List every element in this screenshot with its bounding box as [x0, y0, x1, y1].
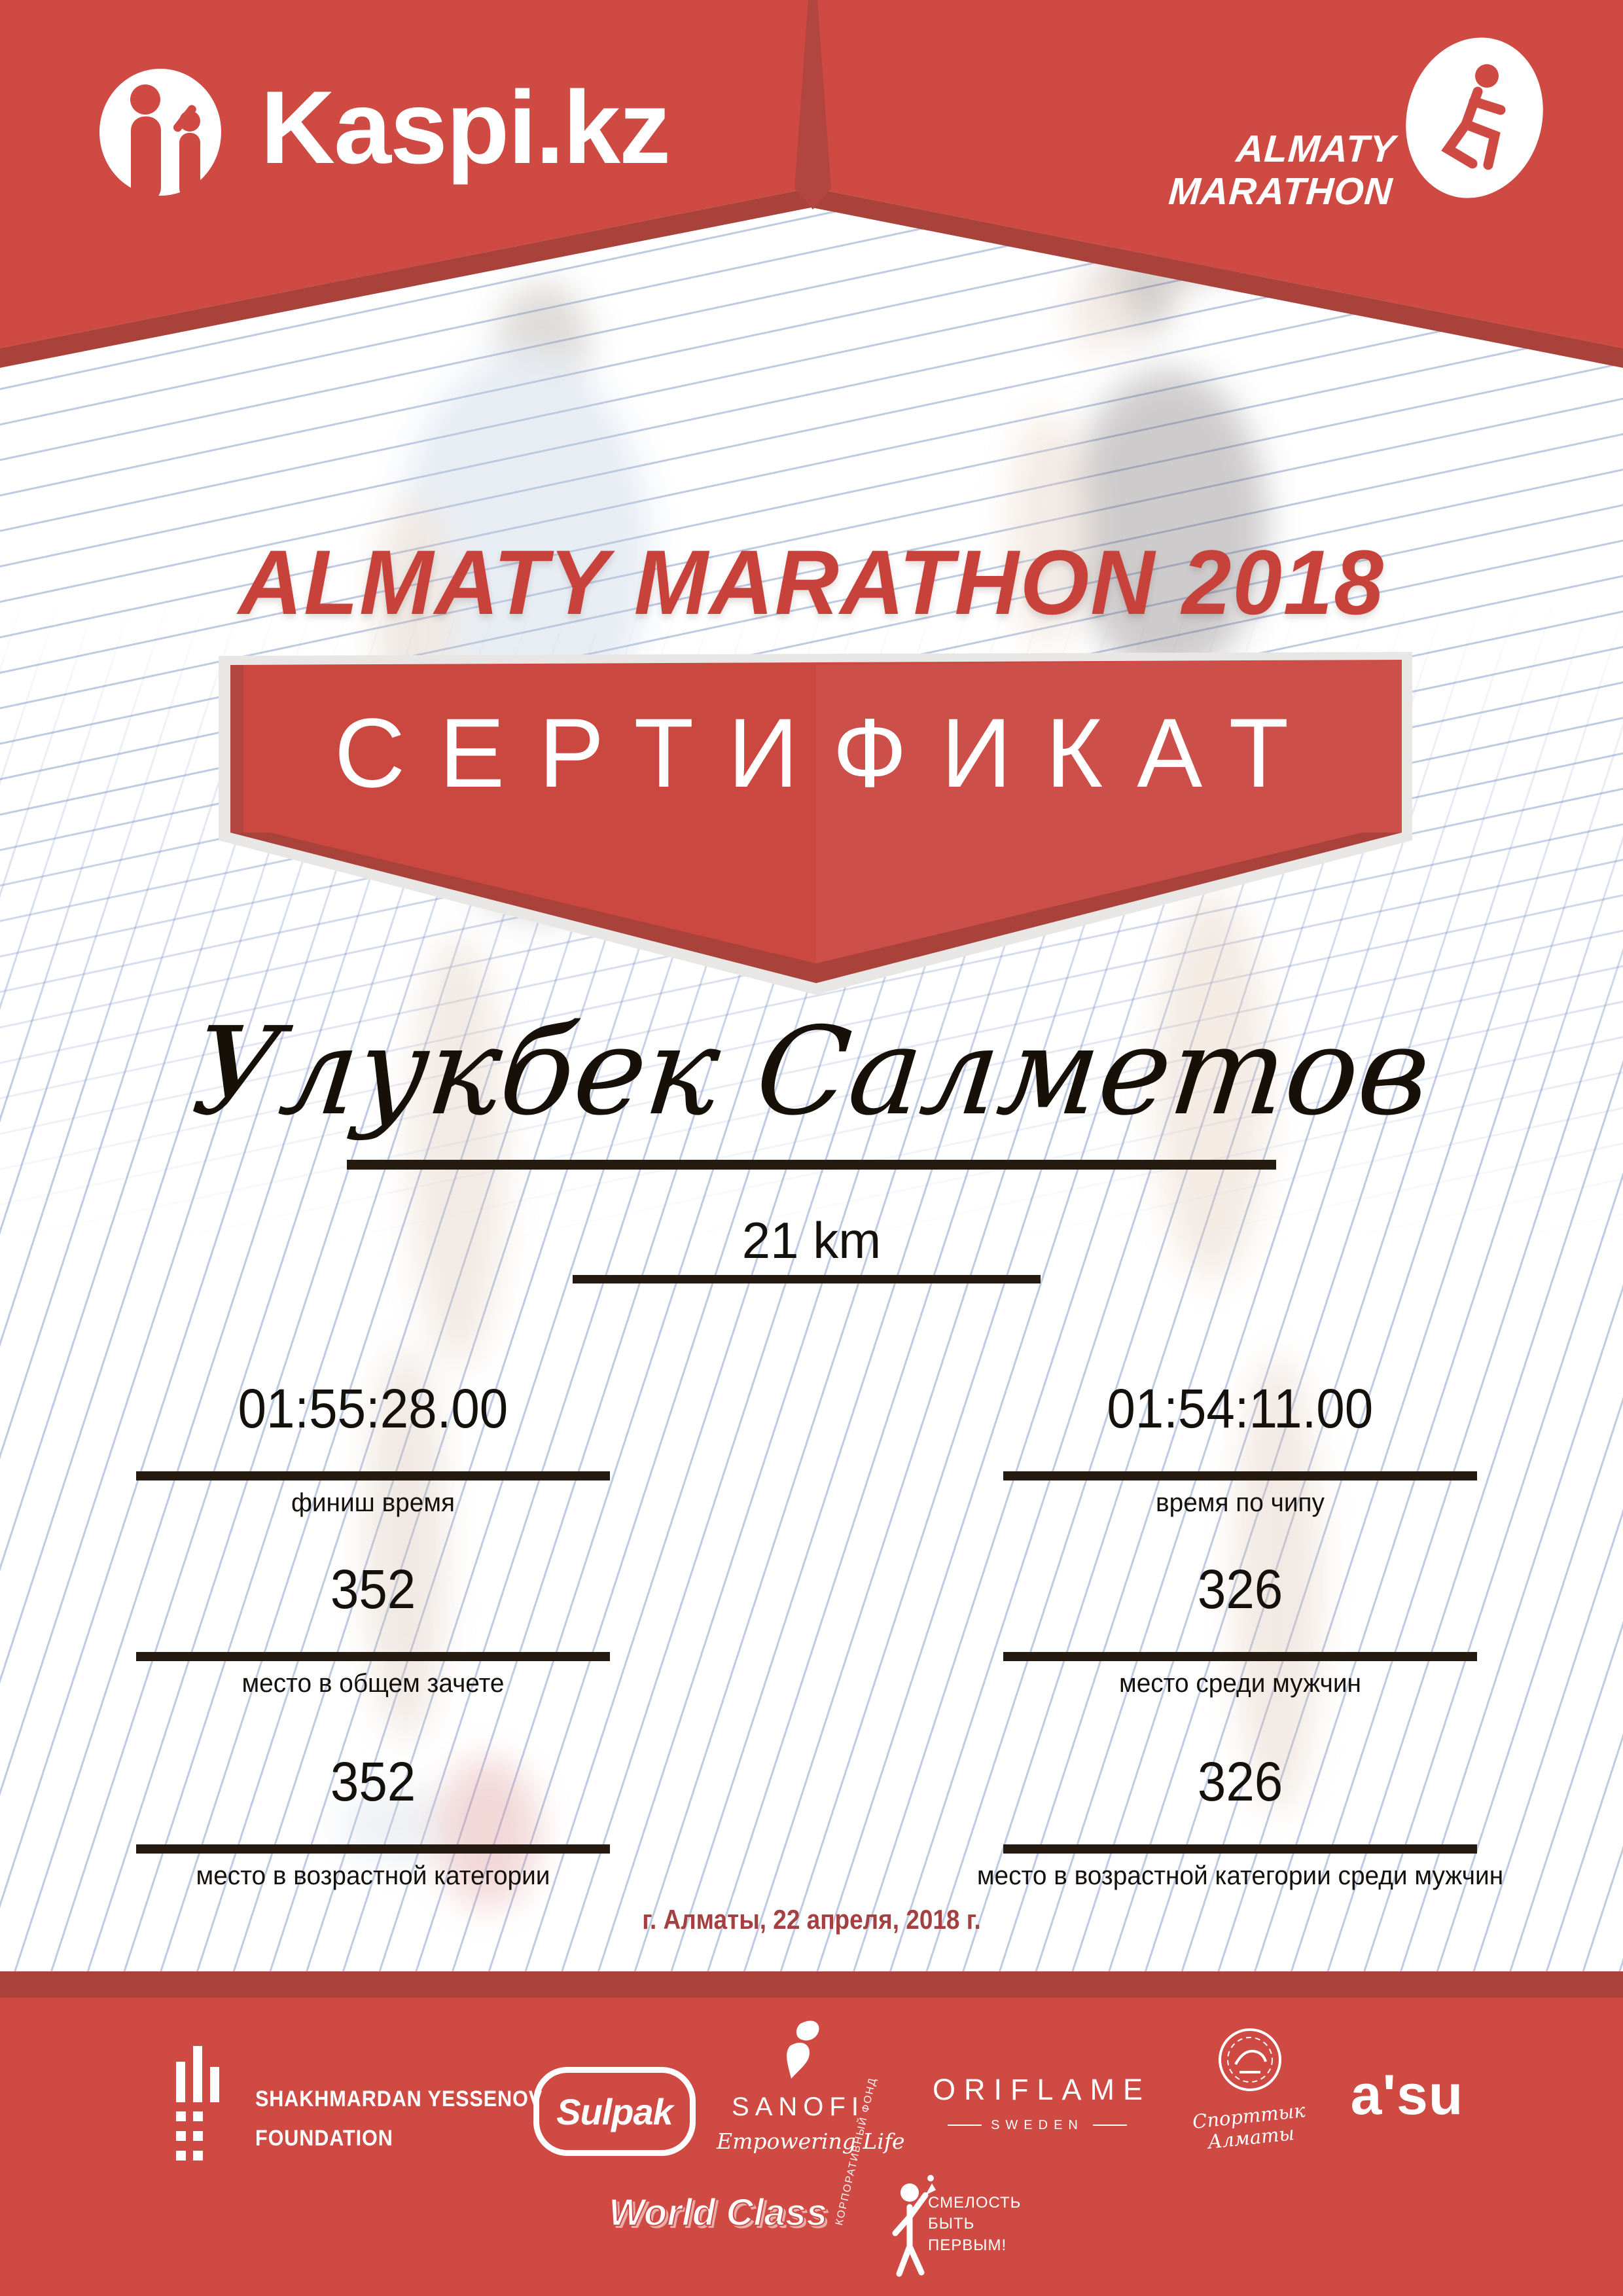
sport-almaty-script: Спорттык Алматы	[1183, 2099, 1317, 2156]
almaty-marathon-wordmark: ALMATY MARATHON	[998, 128, 1397, 213]
yessenov-line2: FOUNDATION	[255, 2125, 393, 2151]
oriflame-wordmark: ORIFLAME	[933, 2073, 1152, 2106]
oriflame-subtitle: SWEDEN	[991, 2118, 1084, 2132]
stat-label: место в возрастной категории	[196, 1861, 550, 1890]
stat-rule	[136, 1652, 610, 1661]
distance-value: 21 km	[741, 1211, 882, 1269]
recipient-name: Улукбек Салметов	[186, 1001, 1437, 1142]
stat-age-category-gender-place: 326 место в возрастной категории среди м…	[880, 1754, 1600, 1889]
sport-almaty-logo: Спорттык Алматы	[1185, 2024, 1315, 2153]
stat-value: 352	[330, 1751, 416, 1812]
fund-slogan-line3: ПЕРВЫМ!	[928, 2236, 1007, 2254]
oriflame-subtitle-row: SWEDEN	[933, 2119, 1142, 2132]
stat-overall-place: 352 место в общем зачете	[13, 1562, 733, 1696]
sport-almaty-emblem-icon	[1219, 2028, 1281, 2091]
sanofi-tagline: Empowering Life	[717, 2128, 905, 2154]
yessenov-line1: SHAKHMARDAN YESSENOV	[255, 2087, 543, 2111]
stat-label: место в возрастной категории среди мужчи…	[976, 1861, 1504, 1890]
stat-value: 326	[1197, 1751, 1283, 1812]
event-title: ALMATY MARATHON 2018	[238, 531, 1385, 634]
stat-value: 352	[330, 1558, 416, 1620]
stat-label: место среди мужчин	[1119, 1669, 1361, 1698]
almaty-marathon-line1: ALMATY	[1234, 128, 1397, 170]
oriflame-rule-left	[948, 2125, 982, 2126]
sanofi-bird-icon	[787, 2020, 819, 2079]
stat-label: время по чипу	[1156, 1488, 1325, 1517]
stat-value: 01:54:11.00	[1107, 1378, 1374, 1439]
sanofi-logo: SANOFI Empowering Life	[717, 2017, 905, 2154]
event-date: г. Алматы, 22 апреля, 2018 г.	[642, 1904, 981, 1935]
stat-finish-time: 01:55:28.00 финиш время	[13, 1381, 733, 1516]
stat-rule	[136, 1844, 610, 1854]
stat-rule	[1003, 1471, 1477, 1480]
stat-age-category-place: 352 место в возрастной категории	[13, 1754, 733, 1889]
fund-slogan-line2: БЫТЬ	[928, 2215, 975, 2233]
fund-slogan-line1: СМЕЛОСТЬ	[928, 2194, 1022, 2212]
stat-rule	[136, 1471, 610, 1480]
asu-wordmark: a'su	[1350, 2064, 1464, 2126]
certificate-title: СЕРТИФИКАТ	[334, 698, 1323, 808]
stat-label: финиш время	[291, 1488, 455, 1517]
almaty-marathon-line2: MARATHON	[1167, 170, 1395, 213]
fund-figure-icon	[892, 2175, 936, 2277]
oriflame-logo: ORIFLAME SWEDEN	[933, 2073, 1152, 2132]
sulpak-badge: Sulpak	[533, 2067, 696, 2156]
stat-label: место в общем зачете	[241, 1669, 505, 1698]
stat-value: 326	[1197, 1558, 1283, 1620]
stat-rule	[1003, 1652, 1477, 1661]
yessenov-equalizer-icon	[176, 2046, 219, 2161]
yessenov-wordmark: SHAKHMARDAN YESSENOV FOUNDATION	[255, 2080, 543, 2158]
oriflame-rule-right	[1092, 2125, 1127, 2126]
stat-rule	[1003, 1844, 1477, 1854]
worldclass-wordmark: World Class	[608, 2191, 828, 2234]
fund-slogan: СМЕЛОСТЬ БЫТЬ ПЕРВЫМ!	[928, 2193, 1021, 2256]
footer-dark-strip	[0, 1971, 1623, 1998]
footer-sponsor-band: SHAKHMARDAN YESSENOV FOUNDATION Sulpak S…	[0, 1998, 1623, 2296]
stat-value: 01:55:28.00	[238, 1378, 508, 1439]
sulpak-wordmark: Sulpak	[556, 2090, 673, 2132]
stat-gender-place: 326 место среди мужчин	[880, 1562, 1600, 1696]
distance-underline	[573, 1275, 1041, 1283]
sanofi-wordmark: SANOFI	[732, 2092, 865, 2121]
recipient-name-underline	[347, 1160, 1276, 1170]
stat-chip-time: 01:54:11.00 время по чипу	[880, 1381, 1600, 1516]
corporate-fund-logo: КОРПОРАТИВНЫЙ ФОНД СМЕЛОСТЬ БЫТЬ ПЕРВЫМ!	[834, 2076, 1073, 2286]
